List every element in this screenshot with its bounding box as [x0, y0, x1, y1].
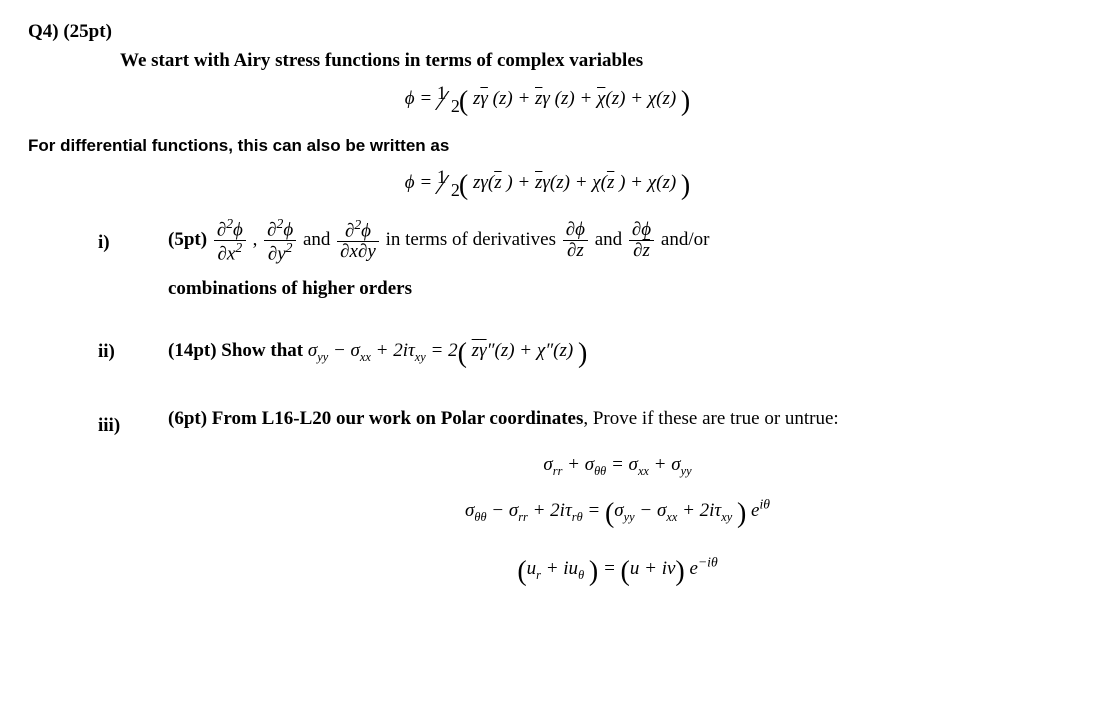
text-tail: and/or [661, 229, 710, 250]
part-iii-lead-rest: , Prove if these are true or untrue: [583, 408, 838, 429]
part-i-pts: (5pt) [168, 229, 207, 250]
part-ii-label: ii) [98, 326, 168, 367]
text-mid: in terms of derivatives [386, 229, 561, 250]
frac-dphi-dzbar: ∂ϕ∂z [627, 220, 656, 261]
sep: and [303, 229, 335, 250]
part-i-line2: combinations of higher orders [168, 270, 1067, 308]
part-iii-label: iii) [98, 400, 168, 441]
part-ii-eq: σyy − σxx + 2iτxy = 2( zγ″(z) + χ″(z) ) [308, 340, 587, 361]
equation-phi-2: ϕ = 1⁄2( zγ(z ) + zγ(z) + χ(z ) + χ(z) ) [28, 165, 1067, 207]
frac-d2phi-dx2: ∂2ϕ∂x2 [212, 217, 248, 265]
frac-dphi-dz: ∂ϕ∂z [561, 220, 590, 261]
part-ii-lead: (14pt) Show that [168, 340, 308, 361]
frac-d2phi-dxdy: ∂2ϕ∂x∂y [335, 218, 381, 262]
sep: , [253, 229, 263, 250]
eq-iii-b: σθθ − σrr + 2iτrθ = (σyy − σxx + 2iτxy )… [168, 486, 1067, 542]
sep: and [595, 229, 627, 250]
eq-iii-c: (ur + iuθ ) = (u + iv) e−iθ [168, 544, 1067, 600]
part-iii-lead-bold: (6pt) From L16-L20 our work on Polar coo… [168, 408, 583, 429]
part-ii-body: (14pt) Show that σyy − σxx + 2iτxy = 2( … [168, 326, 1067, 382]
equation-phi-1: ϕ = 1⁄2( zγ (z) + zγ (z) + χ(z) + χ(z) ) [28, 81, 1067, 123]
frac-d2phi-dy2: ∂2ϕ∂y2 [262, 217, 298, 265]
mid-text: For differential functions, this can als… [28, 133, 1067, 159]
part-iii: iii) (6pt) From L16-L20 our work on Pola… [28, 400, 1067, 602]
part-i-label: i) [98, 217, 168, 258]
part-iii-body: (6pt) From L16-L20 our work on Polar coo… [168, 400, 1067, 602]
eq-iii-a: σrr + σθθ = σxx + σyy [168, 446, 1067, 484]
question-intro: We start with Airy stress functions in t… [28, 47, 1067, 76]
part-i-body: (5pt) ∂2ϕ∂x2 , ∂2ϕ∂y2 and ∂2ϕ∂x∂y in ter… [168, 217, 1067, 309]
part-i: i) (5pt) ∂2ϕ∂x2 , ∂2ϕ∂y2 and ∂2ϕ∂x∂y in … [28, 217, 1067, 309]
part-ii: ii) (14pt) Show that σyy − σxx + 2iτxy =… [28, 326, 1067, 382]
question-header: Q4) (25pt) [28, 18, 1067, 47]
question-number: Q4) (25pt) [28, 21, 112, 42]
